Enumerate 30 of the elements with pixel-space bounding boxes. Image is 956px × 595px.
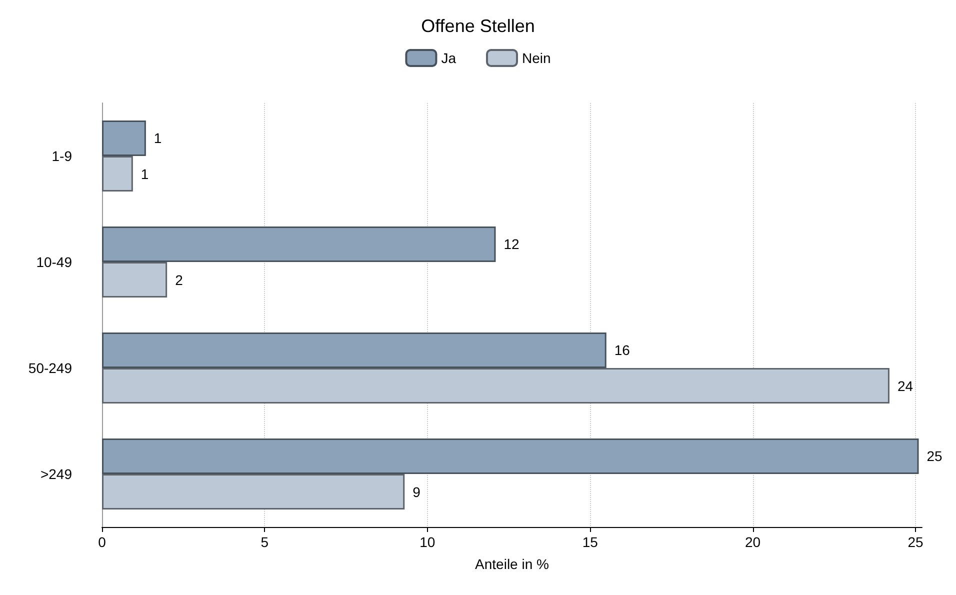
- x-axis-title: Anteile in %: [475, 556, 549, 572]
- bar: [102, 368, 890, 404]
- data-label: 1: [140, 166, 149, 182]
- y-tick-label: 50-249: [28, 360, 72, 376]
- legend-title: Offene Stellen: [421, 16, 535, 36]
- y-tick-label: >249: [40, 466, 72, 482]
- data-label: 25: [926, 448, 943, 464]
- x-tick-label: 5: [260, 534, 269, 550]
- bar: [102, 120, 146, 156]
- x-tick-label: 25: [908, 534, 924, 550]
- x-tick-label: 15: [582, 534, 598, 550]
- bar: [102, 156, 133, 192]
- data-label: 1: [154, 130, 162, 146]
- x-tick-label: 20: [745, 534, 761, 550]
- data-label: 9: [412, 484, 421, 500]
- data-label: 12: [504, 236, 520, 252]
- x-tick-label: 10: [420, 534, 436, 550]
- bar: [102, 332, 606, 368]
- data-label: 24: [897, 378, 914, 394]
- y-tick-label: 10-49: [36, 254, 72, 270]
- bar: [102, 226, 496, 262]
- bar: [102, 474, 405, 510]
- y-tick-label: 1-9: [52, 148, 72, 164]
- legend-label: Nein: [522, 50, 551, 66]
- bar: [102, 262, 168, 298]
- legend-label: Ja: [441, 50, 456, 66]
- bar: [102, 438, 919, 474]
- data-label: 2: [175, 272, 184, 288]
- x-tick-label: 0: [98, 534, 106, 550]
- data-label: 16: [614, 342, 630, 358]
